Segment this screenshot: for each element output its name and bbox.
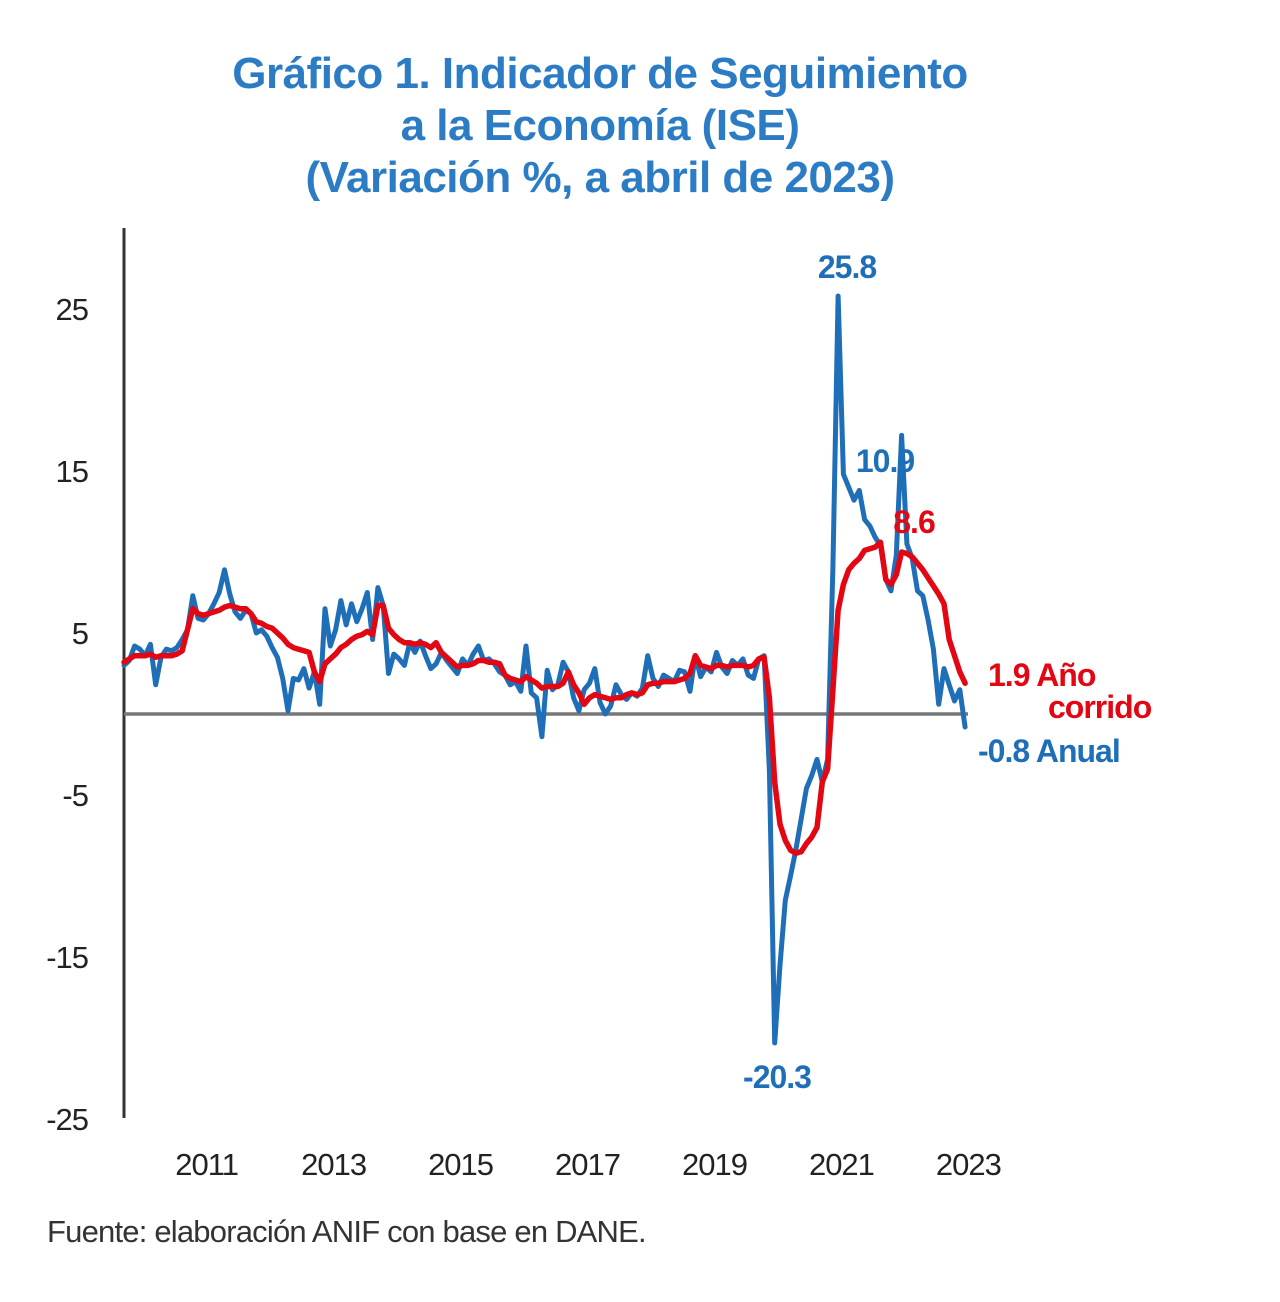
source-note: Fuente: elaboración ANIF con base en DAN… [47, 1214, 647, 1249]
y-tick-label: -15 [46, 940, 88, 975]
y-tick-label: 5 [72, 616, 88, 651]
title-line-2: a la Economía (ISE) [400, 101, 800, 150]
data-label: 25.8 [818, 249, 876, 285]
title-line-1: Gráfico 1. Indicador de Seguimiento [232, 49, 968, 98]
series-line-anual [121, 293, 968, 1046]
title-line-3: (Variación %, a abril de 2023) [305, 153, 895, 202]
x-tick-label: 2015 [428, 1147, 493, 1182]
x-tick-label: 2011 [175, 1147, 238, 1182]
x-tick-label: 2021 [809, 1147, 874, 1182]
y-tick-label: 15 [56, 454, 88, 489]
x-tick-label: 2013 [301, 1147, 366, 1182]
data-label: 1.9 Año [988, 657, 1096, 693]
y-tick-label: -25 [46, 1102, 88, 1137]
x-tick-label: 2019 [682, 1147, 747, 1182]
data-label: 10.9 [856, 443, 914, 479]
chart-title: Gráfico 1. Indicador de Seguimiento a la… [0, 48, 1200, 204]
y-tick-label: 25 [56, 292, 88, 327]
data-label: -20.3 [743, 1059, 811, 1095]
data-label: -0.8 Anual [978, 733, 1120, 769]
y-tick-label: -5 [62, 778, 88, 813]
series-line-ano_corrido [121, 539, 968, 857]
data-label: corrido [1048, 689, 1152, 725]
x-tick-label: 2017 [555, 1147, 620, 1182]
data-label: 8.6 [893, 504, 935, 540]
x-tick-label: 2023 [936, 1147, 1001, 1182]
